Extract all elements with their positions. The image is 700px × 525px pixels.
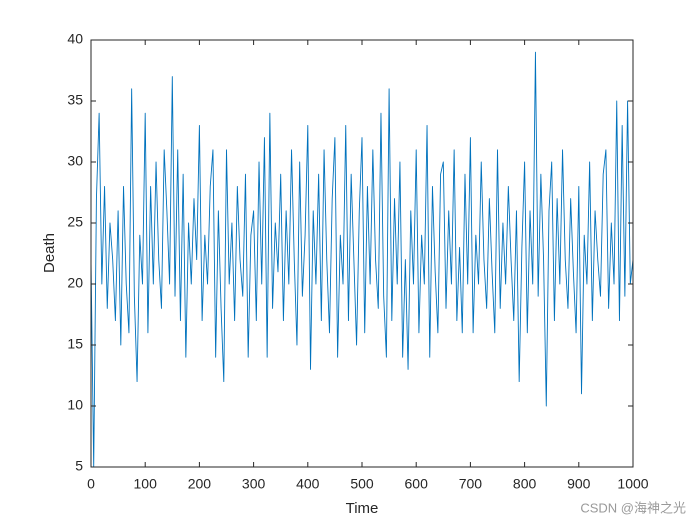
y-tick-label: 10 (67, 397, 83, 413)
x-tick-label: 900 (567, 476, 591, 492)
x-axis-label: Time (346, 500, 379, 517)
y-tick-label: 5 (75, 458, 83, 474)
data-line (90, 51, 634, 468)
x-tick-label: 0 (87, 476, 95, 492)
y-axis-label: Death (41, 233, 58, 273)
y-tick-label: 30 (67, 153, 83, 169)
y-tick-label: 15 (67, 336, 83, 352)
x-tick-label: 300 (242, 476, 266, 492)
x-tick-label: 100 (134, 476, 158, 492)
y-tick-label: 20 (67, 275, 83, 291)
x-tick-label: 400 (296, 476, 320, 492)
watermark: CSDN @海神之光 (580, 500, 686, 515)
y-tick-label: 35 (67, 92, 83, 108)
x-tick-label: 1000 (617, 476, 648, 492)
x-tick-label: 600 (405, 476, 429, 492)
y-tick-label: 25 (67, 214, 83, 230)
x-tick-label: 700 (459, 476, 483, 492)
x-tick-label: 200 (188, 476, 212, 492)
x-tick-label: 500 (350, 476, 374, 492)
y-tick-label: 40 (67, 31, 83, 47)
x-tick-label: 800 (513, 476, 537, 492)
